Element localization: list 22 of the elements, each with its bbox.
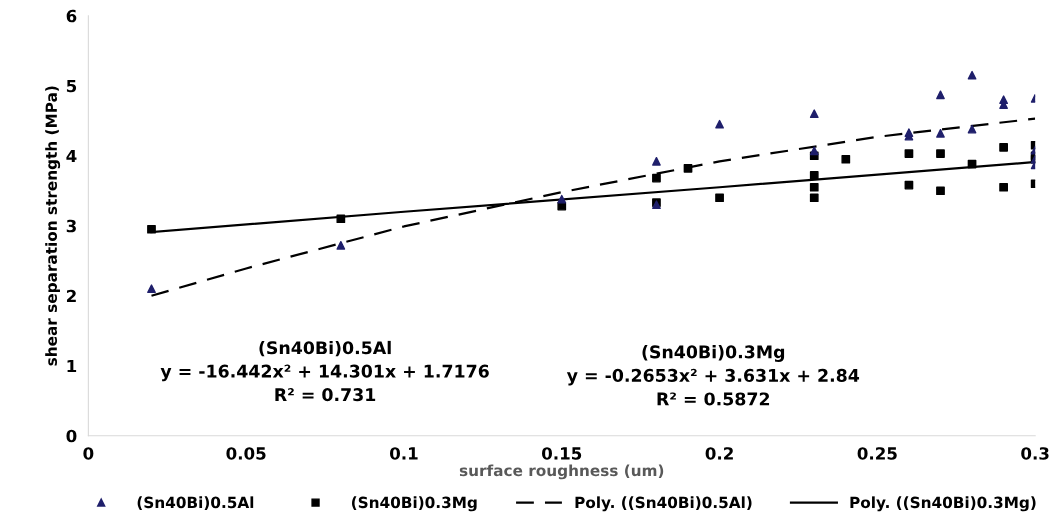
x-tick-label: 0.2: [705, 447, 733, 460]
x-tick-label: 0.25: [857, 447, 897, 460]
y-tick-label: 4: [66, 149, 77, 163]
x-axis-title: surface roughness (um): [459, 464, 664, 480]
legend-label: (Sn40Bi)0.5Al: [137, 496, 254, 510]
legend-label: Poly. ((Sn40Bi)0.5Al): [575, 496, 752, 512]
x-tick-label: 0.3: [1021, 447, 1049, 460]
y-tick-label: 6: [66, 9, 77, 23]
y-tick-label: 1: [67, 359, 77, 373]
x-tick-label: 0.15: [542, 447, 582, 460]
annotation: (Sn40Bi)0.5Al y = -16.442x² + 14.301x + 1.7176 R² = 0.731: [160, 340, 489, 402]
y-tick-label: 0: [66, 429, 77, 443]
x-tick-label: 0: [83, 447, 94, 460]
x-tick-label: 0.05: [226, 447, 266, 460]
y-tick-label: 2: [66, 289, 76, 303]
legend-label: Poly. ((Sn40Bi)0.3Mg): [850, 496, 1036, 512]
annotation: (Sn40Bi)0.3Mg y = -0.2653x² + 3.631x + 2.84 R² = 0.5872: [566, 345, 860, 406]
y-tick-label: 5: [66, 79, 77, 93]
y-tick-label: 3: [66, 219, 76, 233]
y-axis-title: shear separation strength (MPa): [45, 86, 61, 366]
legend-label: (Sn40Bi)0.3Mg: [352, 496, 477, 512]
x-tick-label: 0.1: [390, 447, 418, 460]
